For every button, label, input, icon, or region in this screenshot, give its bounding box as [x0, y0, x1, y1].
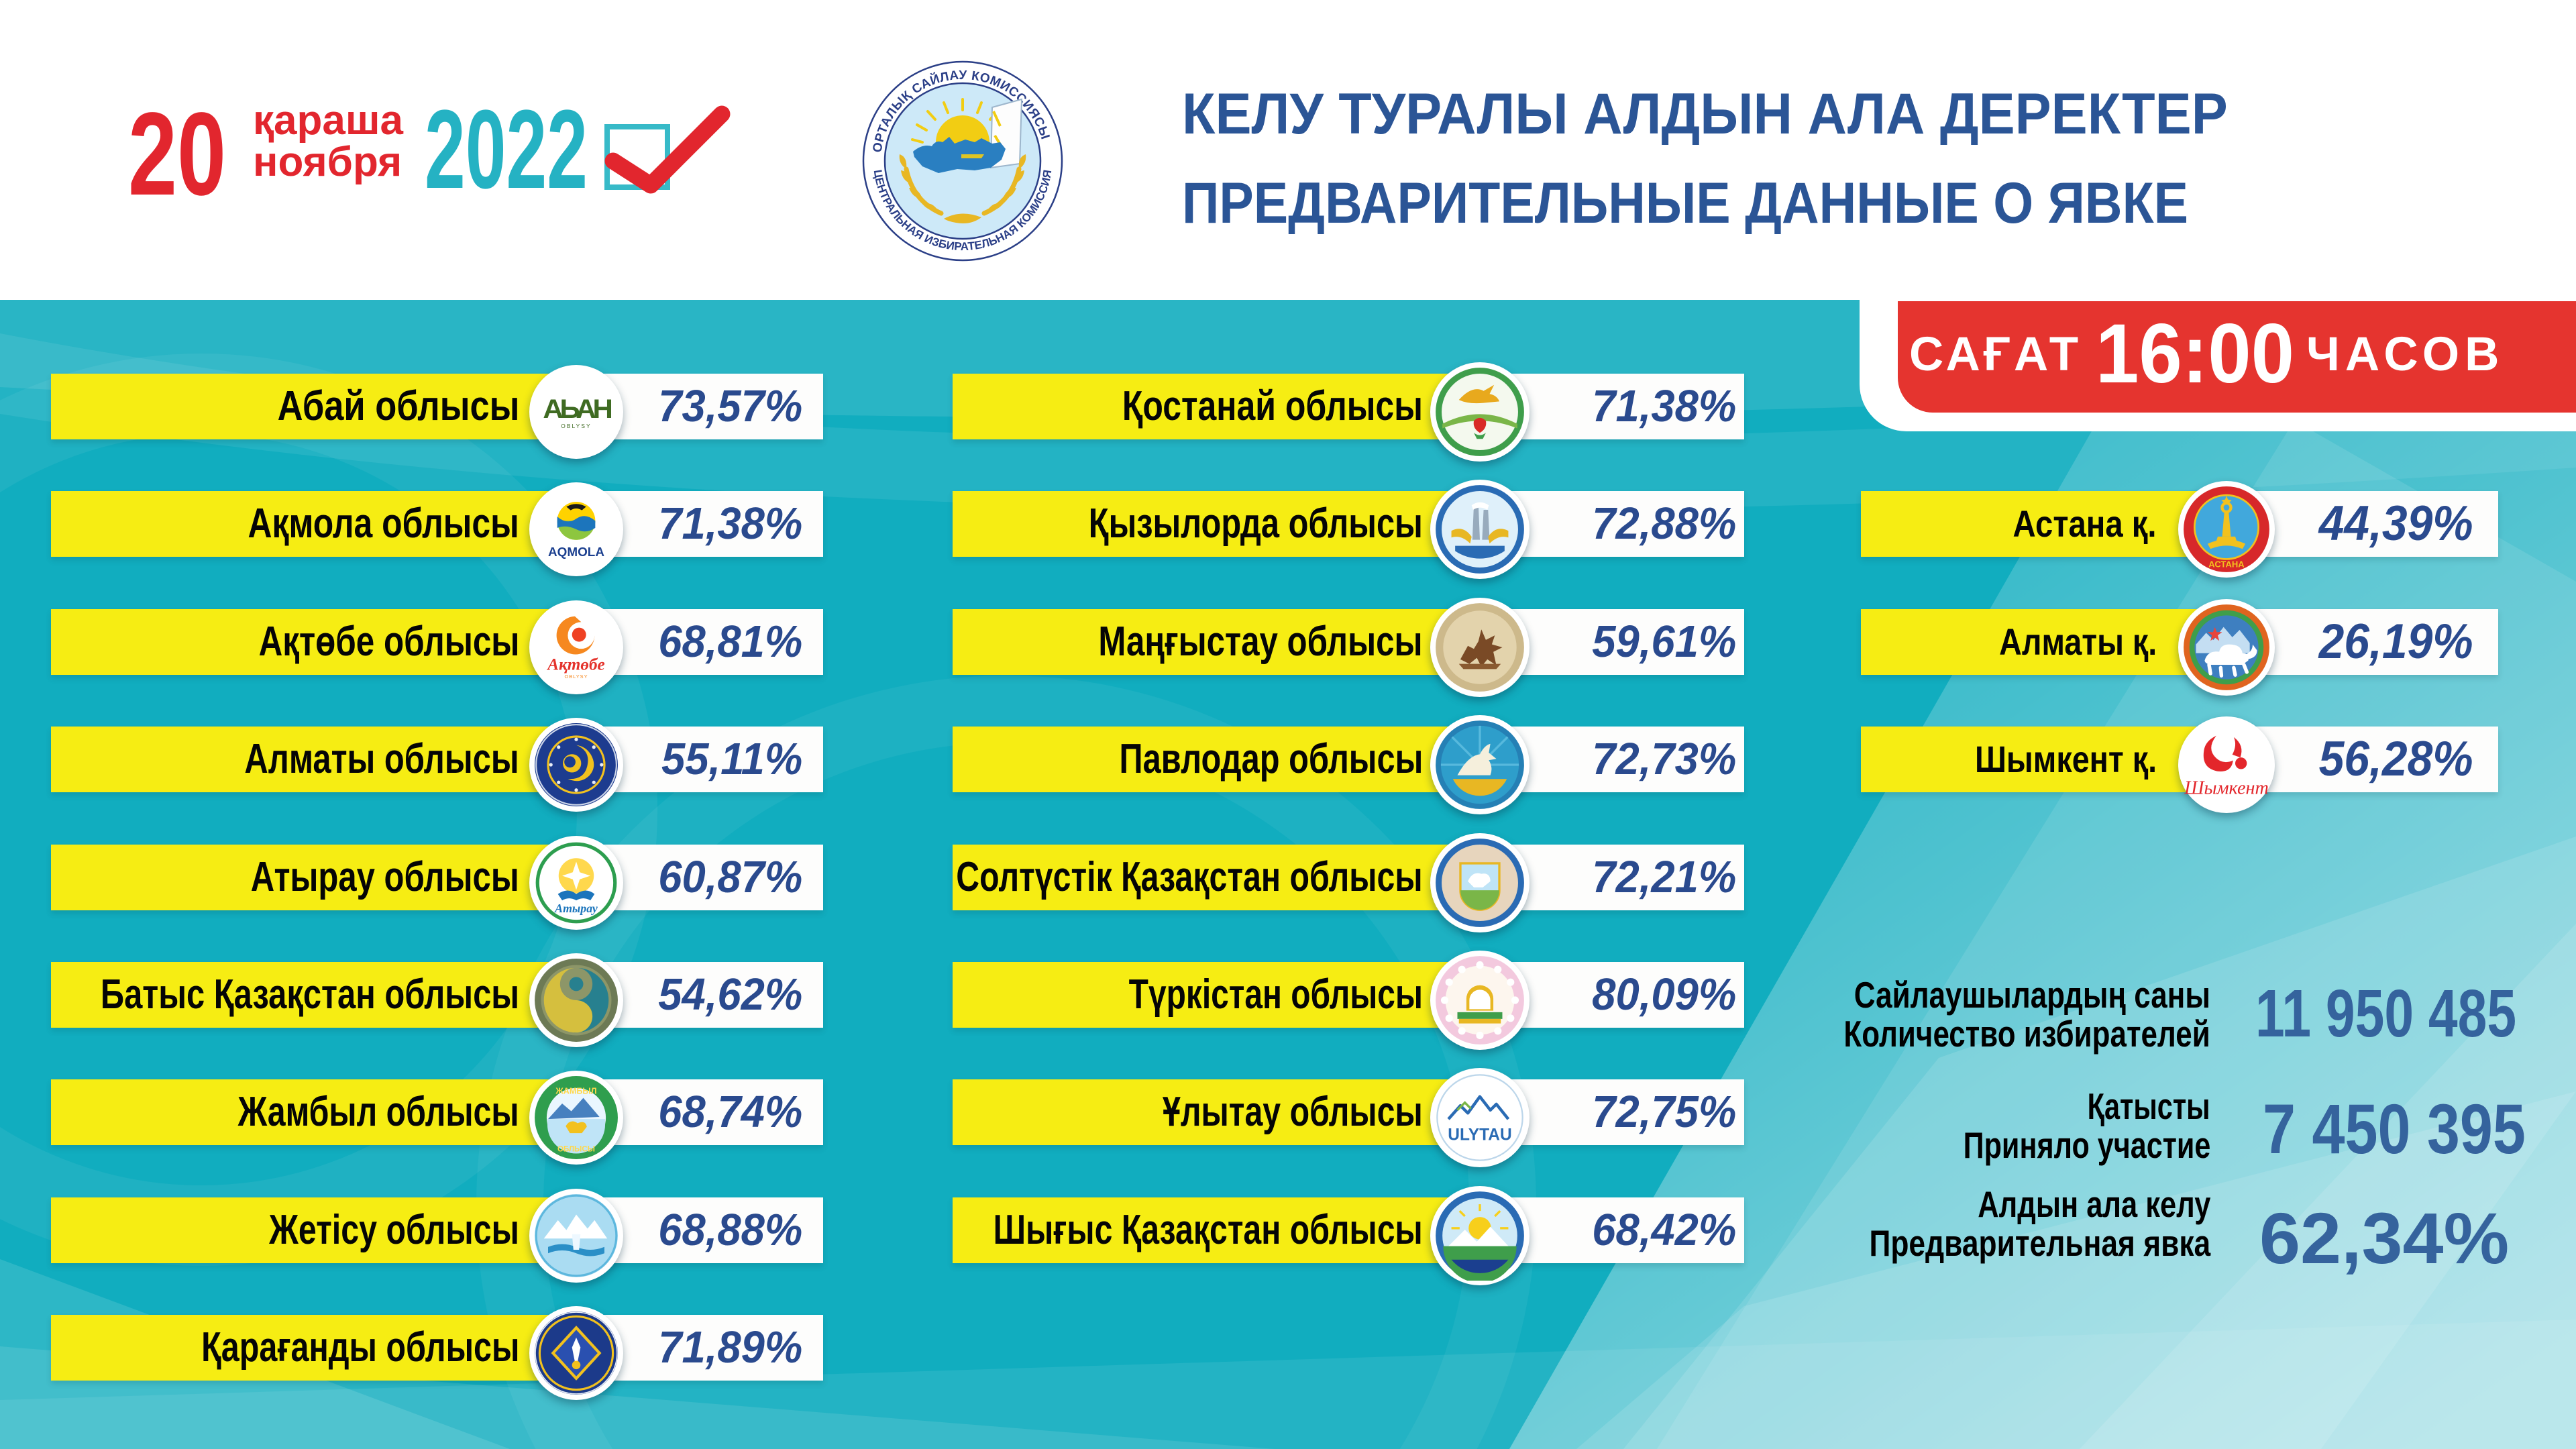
svg-text:Атырау: Атырау	[554, 902, 598, 915]
svg-text:АСТАНА: АСТАНА	[2208, 559, 2245, 569]
svg-text:АЬАН: АЬАН	[543, 394, 611, 424]
svg-text:ЖАМБЫЛ: ЖАМБЫЛ	[555, 1086, 596, 1095]
svg-text:OBLYSY: OBLYSY	[561, 423, 592, 429]
svg-text:ОБЛЫСЫ: ОБЛЫСЫ	[557, 1145, 595, 1153]
svg-text:ULYTAU: ULYTAU	[1448, 1126, 1511, 1144]
svg-text:AQMOLA: AQMOLA	[548, 545, 604, 559]
svg-text:Шымкент: Шымкент	[2184, 777, 2269, 798]
svg-text:OBLYSY: OBLYSY	[564, 674, 588, 680]
svg-text:Ақтөбе: Ақтөбе	[546, 656, 605, 674]
